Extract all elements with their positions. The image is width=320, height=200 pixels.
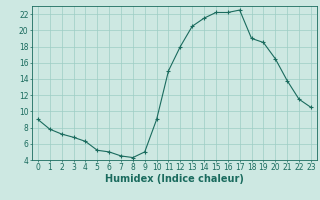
X-axis label: Humidex (Indice chaleur): Humidex (Indice chaleur) (105, 174, 244, 184)
